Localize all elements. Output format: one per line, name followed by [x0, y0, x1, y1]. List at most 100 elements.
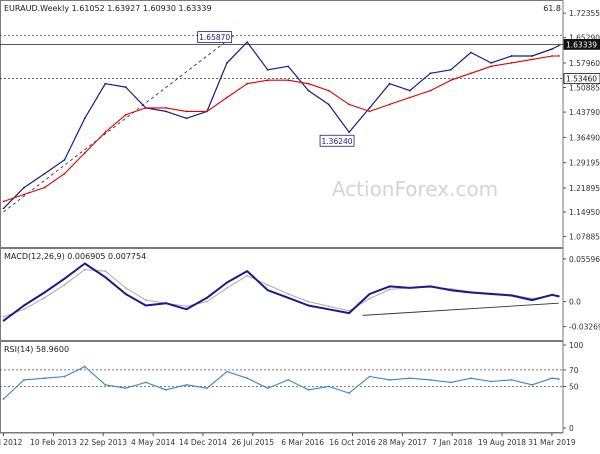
data-point-rsi: [83, 365, 86, 368]
data-point-moving-average: [104, 131, 107, 134]
data-point-macd: [104, 276, 107, 279]
x-tick-label: 4 May 2014: [131, 438, 175, 447]
y-tick-label: 1.43790: [569, 108, 600, 117]
data-point-rsi: [307, 388, 310, 391]
data-point-moving-average: [429, 89, 432, 92]
data-point-price: [104, 82, 107, 85]
data-point-moving-average: [388, 103, 391, 106]
data-point-signal: [327, 305, 330, 308]
data-point-macd: [43, 291, 46, 294]
data-point-macd: [226, 281, 228, 284]
data-point-macd: [165, 302, 167, 305]
data-point-price: [551, 48, 553, 50]
data-point-rsi: [551, 377, 553, 380]
data-point-rsi: [490, 380, 493, 383]
data-point-rsi: [63, 375, 66, 378]
data-point-rsi: [408, 377, 411, 380]
price-tag-label: 1.63339: [566, 40, 597, 49]
data-point-moving-average: [144, 107, 147, 109]
y-tick-label: 50: [569, 383, 579, 392]
data-point-price: [388, 82, 391, 85]
y-tick-label: 1.72355: [569, 9, 600, 18]
data-point-rsi: [206, 387, 208, 390]
data-point-signal: [307, 300, 310, 303]
data-point-moving-average: [2, 200, 5, 203]
data-point-signal: [185, 305, 188, 308]
data-point-macd: [327, 308, 330, 311]
trend-line: [362, 302, 559, 316]
panel-header-price: EURAUD.Weekly 1.61052 1.63927 1.60930 1.…: [4, 4, 212, 13]
data-point-signal: [43, 296, 46, 299]
x-tick-label: 22 Sep 2013: [79, 438, 127, 447]
data-point-moving-average: [63, 172, 66, 175]
y-tick-label: 1.36490: [569, 133, 600, 142]
data-point-price: [23, 186, 25, 189]
data-point-signal: [226, 286, 228, 289]
data-point-price: [226, 61, 228, 64]
data-point-price: [165, 110, 167, 113]
data-point-moving-average: [165, 107, 167, 109]
data-point-moving-average: [551, 55, 553, 57]
data-point-moving-average: [185, 110, 188, 113]
y-tick-label: 70: [569, 366, 579, 375]
panel-frame-macd: [0, 248, 564, 341]
data-point-macd: [388, 285, 391, 288]
data-point-signal: [104, 270, 107, 272]
annotation-label: 1.65870: [199, 33, 230, 42]
data-point-moving-average: [124, 113, 127, 116]
data-point-moving-average: [469, 72, 472, 75]
y-tick-label: 1.14950: [569, 208, 600, 217]
x-tick-label: 7 Jan 2018: [432, 438, 472, 447]
x-tick-label: 6 Mar 2016: [281, 438, 324, 447]
data-point-macd: [2, 319, 5, 322]
data-point-moving-average: [368, 110, 371, 113]
data-point-signal: [266, 283, 269, 286]
data-point-price: [185, 117, 188, 120]
watermark: ActionForex.com: [332, 177, 498, 201]
data-point-macd: [510, 294, 513, 297]
data-point-macd: [144, 304, 147, 307]
data-point-macd: [246, 270, 249, 272]
data-point-macd: [557, 295, 560, 298]
data-point-rsi: [23, 378, 25, 381]
data-point-price: [449, 68, 452, 71]
y-tick-label: 100: [569, 341, 584, 350]
data-point-macd: [83, 262, 86, 265]
data-point-macd: [63, 277, 66, 280]
data-point-rsi: [144, 381, 147, 384]
data-point-rsi: [226, 370, 228, 373]
data-point-signal: [287, 293, 290, 295]
data-point-rsi: [469, 377, 472, 380]
x-tick-label: 1 Jul 2012: [0, 438, 23, 447]
data-point-moving-average: [206, 110, 208, 113]
annotation-label: 1.36240: [322, 137, 353, 146]
data-point-rsi: [557, 378, 560, 380]
panel-frame-price: [0, 0, 564, 248]
data-point-moving-average: [23, 193, 25, 196]
data-point-macd: [449, 289, 452, 292]
data-point-moving-average: [449, 79, 452, 82]
data-point-moving-average: [287, 79, 290, 82]
data-point-rsi: [449, 381, 452, 384]
x-tick-label: 10 Feb 2013: [30, 438, 77, 447]
data-point-signal: [368, 297, 371, 300]
annotation-box: [197, 31, 233, 44]
data-point-rsi: [287, 378, 290, 381]
x-tick-label: 16 Oct 2016: [329, 438, 376, 447]
y-tick-label: 1.50885: [569, 84, 600, 93]
data-point-price: [348, 131, 351, 134]
data-point-signal: [206, 300, 208, 303]
data-point-rsi: [266, 387, 269, 390]
data-point-rsi: [368, 375, 371, 378]
data-point-price: [327, 103, 330, 106]
data-point-price: [2, 207, 5, 210]
data-point-rsi: [124, 387, 127, 390]
data-point-macd: [266, 289, 269, 292]
y-tick-label: 1.21895: [569, 184, 600, 193]
data-point-rsi: [2, 398, 5, 400]
data-point-signal: [348, 309, 351, 312]
data-point-rsi: [165, 388, 167, 391]
data-point-price: [266, 68, 269, 71]
data-point-macd: [185, 308, 188, 311]
